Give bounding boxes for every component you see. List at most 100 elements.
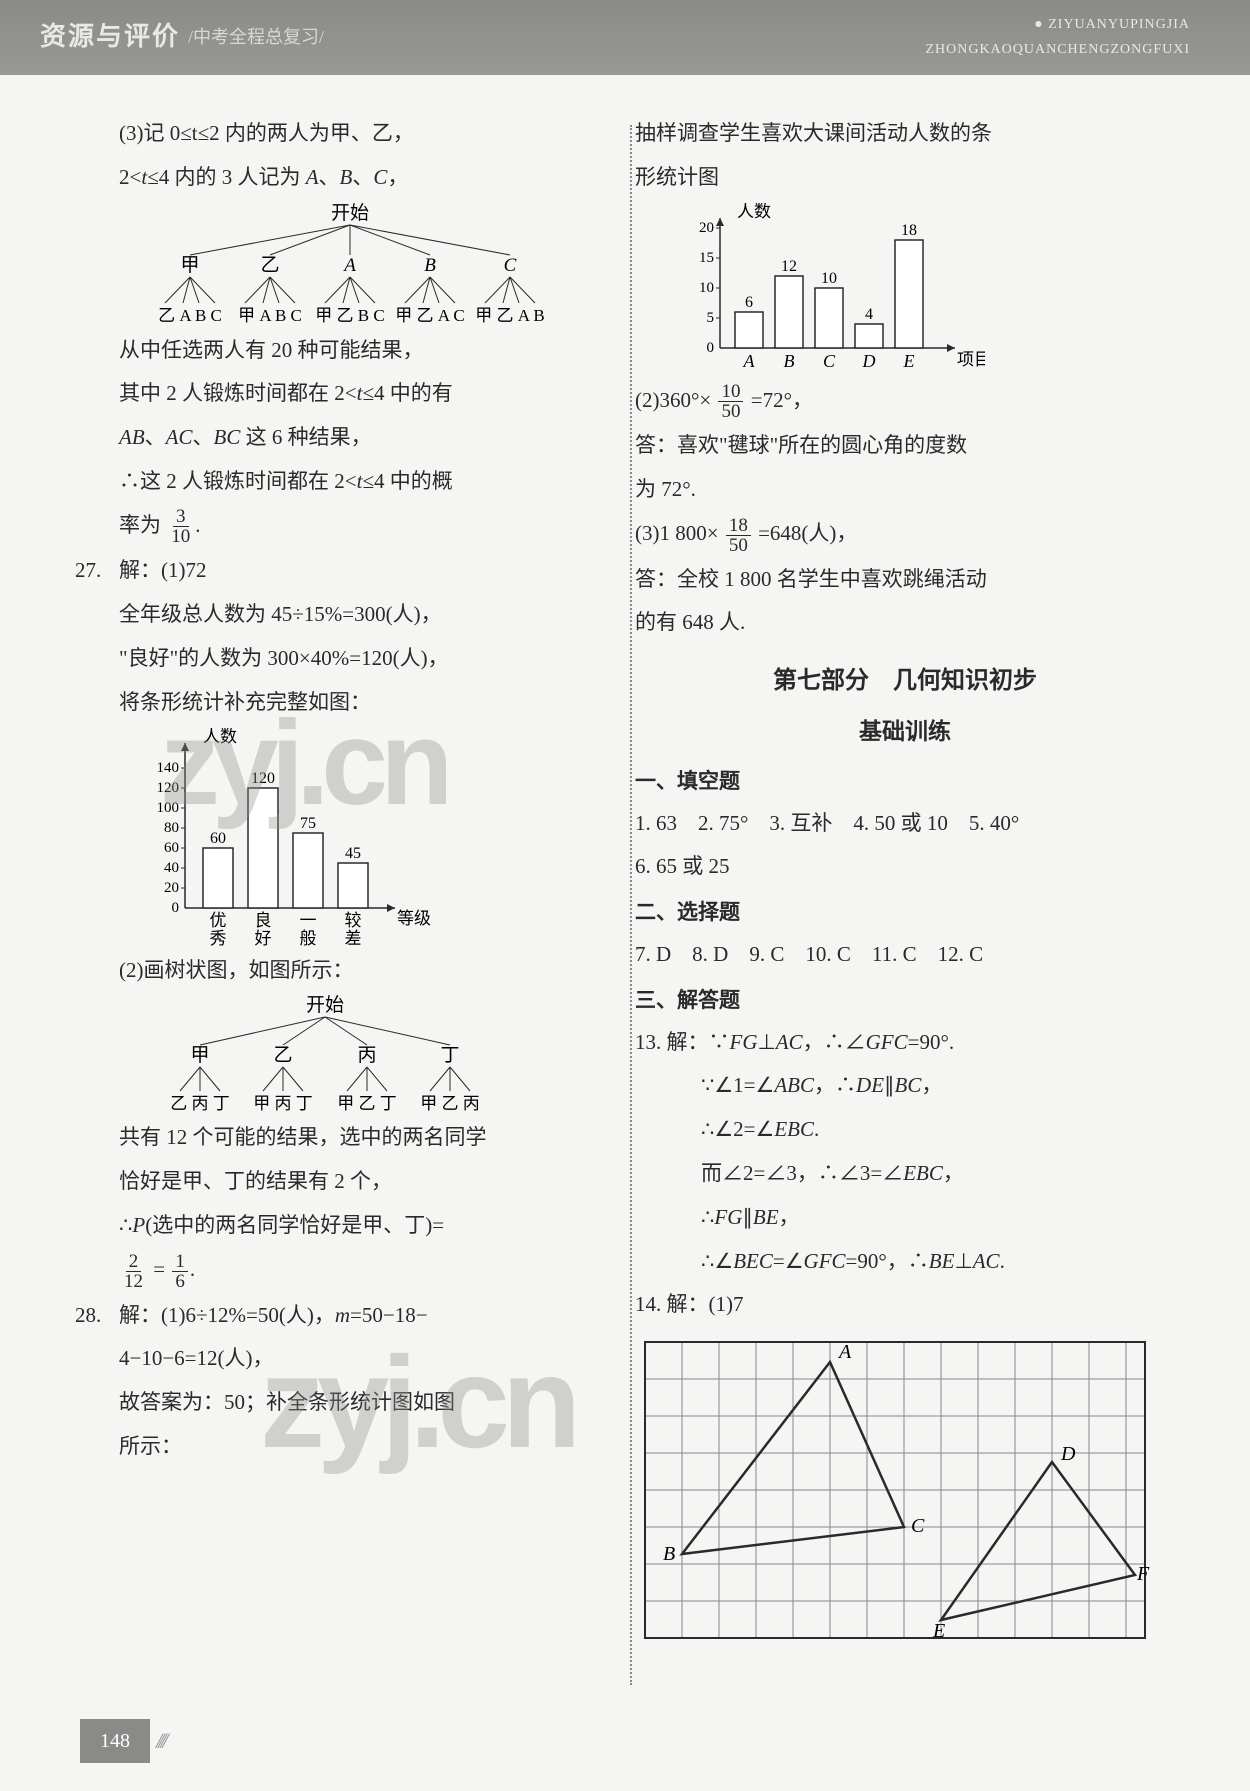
svg-text:甲 乙 丁: 甲 乙 丁 bbox=[337, 1094, 397, 1113]
text-line: (3)1 800× 18 50 =648(人)， bbox=[635, 515, 1175, 555]
category-solve: 三、解答题 bbox=[635, 982, 1175, 1020]
svg-text:甲 丙 丁: 甲 丙 丁 bbox=[253, 1094, 313, 1113]
text-line: 2<t≤4 内的 3 人记为 A、B、C， bbox=[75, 159, 615, 197]
tree-diagram-1: 开始 甲 乙 A B C bbox=[135, 203, 615, 328]
category-choice: 二、选择题 bbox=[635, 894, 1175, 932]
text-line: 所示： bbox=[75, 1428, 615, 1466]
svg-text:80: 80 bbox=[164, 820, 179, 836]
q13-line: 13. 解：∵FG⊥AC，∴∠GFC=90°. bbox=[635, 1024, 1175, 1062]
text-line: 其中 2 人锻炼时间都在 2<t≤4 中的有 bbox=[75, 375, 615, 413]
svg-text:60: 60 bbox=[210, 830, 226, 847]
svg-text:般: 般 bbox=[300, 929, 317, 948]
svg-text:甲 乙 丙: 甲 乙 丙 bbox=[420, 1094, 480, 1113]
fraction: 10 50 bbox=[718, 382, 743, 421]
svg-text:乙 A B C: 乙 A B C bbox=[158, 306, 222, 325]
svg-text:0: 0 bbox=[707, 340, 715, 356]
text-line: AB、AC、BC 这 6 种结果， bbox=[75, 419, 615, 457]
text-line: 4−10−6=12(人)， bbox=[75, 1340, 615, 1378]
page-number: 148 bbox=[80, 1719, 150, 1763]
svg-text:60: 60 bbox=[164, 840, 179, 856]
answer-line: 6. 65 或 25 bbox=[635, 848, 1175, 886]
text-line: 答：喜欢"毽球"所在的圆心角的度数 bbox=[635, 427, 1175, 465]
svg-text:C: C bbox=[823, 351, 836, 371]
svg-text:5: 5 bbox=[707, 310, 715, 326]
svg-text:F: F bbox=[1136, 1563, 1150, 1585]
footer-decoration: //// bbox=[156, 1721, 164, 1761]
svg-text:人数: 人数 bbox=[203, 728, 237, 746]
text-line: 从中任选两人有 20 种可能结果， bbox=[75, 332, 615, 370]
svg-text:45: 45 bbox=[345, 845, 361, 862]
svg-text:等级: 等级 bbox=[397, 909, 431, 928]
tree-diagram-2: 开始 甲 乙 丙 丁 乙 丙 丁 甲 丙 丁 bbox=[135, 995, 615, 1115]
column-divider bbox=[630, 125, 632, 1685]
svg-text:乙: 乙 bbox=[273, 1045, 292, 1066]
svg-text:100: 100 bbox=[157, 800, 180, 816]
text-line: "良好"的人数为 300×40%=120(人)， bbox=[75, 640, 615, 678]
q13-line: ∵∠1=∠ABC，∴DE∥BC， bbox=[635, 1067, 1175, 1105]
svg-text:E: E bbox=[932, 1620, 945, 1642]
text-line: 恰好是甲、丁的结果有 2 个， bbox=[75, 1163, 615, 1201]
header-title: 资源与评价 bbox=[40, 14, 180, 61]
svg-text:0: 0 bbox=[172, 900, 180, 916]
svg-text:C: C bbox=[911, 1515, 925, 1537]
svg-text:秀: 秀 bbox=[210, 929, 227, 948]
text-line: 率为 3 10 . bbox=[75, 507, 615, 547]
bar-chart-2: 人数 项目 05 101520 612 bbox=[675, 203, 1175, 378]
q13-line: ∴∠2=∠EBC. bbox=[635, 1111, 1175, 1149]
page-header: 资源与评价 /中考全程总复习/ ● ZIYUANYUPINGJIA ZHONGK… bbox=[0, 0, 1250, 75]
svg-text:B: B bbox=[424, 255, 436, 276]
svg-text:B: B bbox=[784, 351, 795, 371]
answer-line: 1. 63 2. 75° 3. 互补 4. 50 或 10 5. 40° bbox=[635, 805, 1175, 843]
answer-line: 7. D 8. D 9. C 10. C 11. C 12. C bbox=[635, 936, 1175, 974]
svg-text:20: 20 bbox=[699, 220, 714, 236]
text-line: ∴P(选中的两名同学恰好是甲、丁)= bbox=[75, 1207, 615, 1245]
svg-text:20: 20 bbox=[164, 880, 179, 896]
fraction: 1 6 bbox=[172, 1252, 188, 1291]
svg-text:40: 40 bbox=[164, 860, 179, 876]
svg-text:75: 75 bbox=[300, 815, 316, 832]
fraction: 2 12 bbox=[121, 1252, 146, 1291]
svg-text:18: 18 bbox=[901, 222, 917, 239]
q13-line: ∴FG∥BE， bbox=[635, 1199, 1175, 1237]
svg-text:甲: 甲 bbox=[180, 255, 199, 276]
svg-text:12: 12 bbox=[781, 258, 797, 275]
header-subtitle: /中考全程总复习/ bbox=[188, 21, 324, 53]
question-27: 27.解：(1)72 bbox=[75, 552, 615, 590]
svg-text:一: 一 bbox=[300, 911, 317, 930]
svg-text:15: 15 bbox=[699, 250, 714, 266]
svg-text:丙: 丙 bbox=[357, 1045, 376, 1066]
svg-text:丁: 丁 bbox=[440, 1045, 459, 1066]
text-line: 将条形统计补充完整如图： bbox=[75, 684, 615, 722]
q13-line: 而∠2=∠3，∴∠3=∠EBC， bbox=[635, 1155, 1175, 1193]
text-line: (2)360°× 10 50 =72°， bbox=[635, 382, 1175, 422]
text-line: 形统计图 bbox=[635, 159, 1175, 197]
svg-text:甲 A B C: 甲 A B C bbox=[238, 306, 302, 325]
grid-triangle-diagram: A B C D E F bbox=[635, 1332, 1175, 1642]
left-column: (3)记 0≤t≤2 内的两人为甲、乙， 2<t≤4 内的 3 人记为 A、B、… bbox=[75, 115, 615, 1642]
svg-text:开始: 开始 bbox=[306, 995, 344, 1016]
text-line: 为 72°. bbox=[635, 471, 1175, 509]
svg-text:甲: 甲 bbox=[190, 1045, 209, 1066]
svg-text:D: D bbox=[1060, 1443, 1076, 1465]
text-line: 共有 12 个可能的结果，选中的两名同学 bbox=[75, 1119, 615, 1157]
svg-text:项目: 项目 bbox=[957, 350, 985, 369]
svg-text:A: A bbox=[342, 255, 356, 276]
text-line: 全年级总人数为 45÷15%=300(人)， bbox=[75, 596, 615, 634]
svg-text:甲 乙 B C: 甲 乙 B C bbox=[315, 306, 384, 325]
right-column: 抽样调查学生喜欢大课间活动人数的条 形统计图 人数 项目 05 101520 bbox=[635, 115, 1175, 1642]
text-line: 答：全校 1 800 名学生中喜欢跳绳活动 bbox=[635, 561, 1175, 599]
svg-text:人数: 人数 bbox=[737, 203, 771, 221]
svg-text:140: 140 bbox=[157, 760, 180, 776]
svg-text:E: E bbox=[903, 351, 915, 371]
svg-text:A: A bbox=[743, 351, 756, 371]
fraction: 18 50 bbox=[726, 516, 751, 555]
section-title: 第七部分 几何知识初步 bbox=[635, 660, 1175, 703]
svg-text:良: 良 bbox=[255, 911, 272, 930]
svg-text:乙: 乙 bbox=[260, 255, 279, 276]
header-pinyin: ● ZIYUANYUPINGJIA ZHONGKAOQUANCHENGZONGF… bbox=[925, 12, 1190, 62]
svg-text:D: D bbox=[862, 351, 876, 371]
text-line: (3)记 0≤t≤2 内的两人为甲、乙， bbox=[75, 115, 615, 153]
page-footer: 148 //// bbox=[80, 1719, 164, 1763]
svg-text:120: 120 bbox=[251, 770, 275, 787]
text-line: 的有 648 人. bbox=[635, 604, 1175, 642]
